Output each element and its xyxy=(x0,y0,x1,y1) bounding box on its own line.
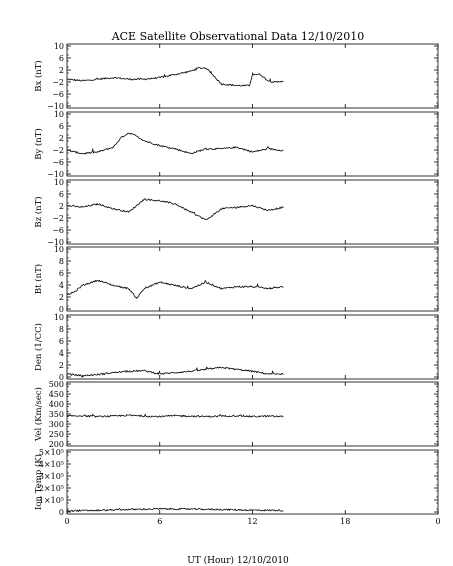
series-line xyxy=(66,366,284,378)
y-tick-label: −2 xyxy=(52,214,64,223)
panel-frame xyxy=(66,449,439,515)
y-tick-label: 450 xyxy=(49,390,64,399)
y-tick-label: 4 xyxy=(59,281,64,290)
series-line xyxy=(66,413,284,418)
series-line xyxy=(66,67,284,87)
y-tick-label: 400 xyxy=(49,400,64,409)
y-tick-label: 10 xyxy=(54,42,64,51)
panel-frame xyxy=(66,381,439,447)
y-tick-label: 2 xyxy=(59,202,64,211)
y-tick-label: 6 xyxy=(59,269,64,278)
y-tick-label: −6 xyxy=(52,158,64,167)
y-tick-label: 4 xyxy=(59,349,64,358)
y-tick-label: −2 xyxy=(52,146,64,155)
panel-frame xyxy=(66,179,439,245)
panel-5: 10 8 6 4 2 0 Den (1/CC) xyxy=(33,313,439,382)
series-line xyxy=(66,132,284,155)
y-axis-label: Bt (nT) xyxy=(33,264,44,294)
panel-frame xyxy=(66,111,439,177)
y-tick-label: 10 xyxy=(54,313,64,322)
y-axis-label: Ion Temp (K) xyxy=(33,454,44,510)
panel-4: 10 8 6 4 2 0 Bt (nT) xyxy=(33,245,439,314)
x-tick-label: 12 xyxy=(247,517,257,526)
y-tick-label: 1×10⁵ xyxy=(39,496,64,505)
y-tick-label: 200 xyxy=(49,440,64,449)
panel-frame xyxy=(66,314,439,380)
x-tick-label: 0 xyxy=(435,517,440,526)
series-line xyxy=(66,198,284,221)
y-tick-label: 0 xyxy=(59,305,64,314)
y-tick-label: 4×10⁵ xyxy=(39,460,64,469)
x-tick-label: 6 xyxy=(157,517,162,526)
y-tick-label: 5×10⁵ xyxy=(39,448,64,457)
y-axis-label: By (nT) xyxy=(33,128,44,160)
y-axis-label: Bz (nT) xyxy=(33,196,44,227)
y-tick-label: 8 xyxy=(59,325,64,334)
y-tick-label: 2 xyxy=(59,66,64,75)
y-axis-label: Vel (Km/sec) xyxy=(33,387,44,442)
panel-frame xyxy=(66,246,439,312)
y-tick-label: 10 xyxy=(54,178,64,187)
y-axis-label: Den (1/CC) xyxy=(33,323,44,371)
y-tick-label: 6 xyxy=(59,190,64,199)
series-line xyxy=(66,279,284,299)
y-tick-label: 10 xyxy=(54,245,64,254)
y-tick-label: −2 xyxy=(52,78,64,87)
panel-2: 10 6 2 −2 −6 −10 By (nT) xyxy=(33,110,439,179)
y-tick-label: 350 xyxy=(49,410,64,419)
y-tick-label: −6 xyxy=(52,90,64,99)
y-axis-label: Bx (nT) xyxy=(33,60,44,92)
y-tick-label: 10 xyxy=(54,110,64,119)
series-line xyxy=(66,507,284,513)
y-tick-label: 0 xyxy=(59,508,64,517)
x-axis-label: UT (Hour) 12/10/2010 xyxy=(187,555,289,566)
y-tick-label: 2 xyxy=(59,134,64,143)
y-tick-label: 2 xyxy=(59,361,64,370)
y-tick-label: −6 xyxy=(52,226,64,235)
y-tick-label: 500 xyxy=(49,380,64,389)
panel-3: 10 6 2 −2 −6 −10 Bz (nT) xyxy=(33,178,439,247)
y-tick-label: −10 xyxy=(47,170,64,179)
y-tick-label: 2 xyxy=(59,293,64,302)
y-tick-label: 250 xyxy=(49,430,64,439)
x-axis: 0 6 12 18 0 xyxy=(64,517,440,526)
y-tick-label: −10 xyxy=(47,238,64,247)
panel-frame xyxy=(66,43,439,109)
y-tick-label: 0 xyxy=(59,373,64,382)
y-tick-label: 6 xyxy=(59,122,64,131)
y-tick-label: 6 xyxy=(59,54,64,63)
x-tick-label: 0 xyxy=(64,517,69,526)
panel-7: 5×10⁵ 4×10⁵ 3×10⁵ 2×10⁵ 1×10⁵ 0 Ion Temp (K) xyxy=(33,448,439,517)
y-tick-label: 6 xyxy=(59,337,64,346)
y-tick-label: −10 xyxy=(47,102,64,111)
y-tick-label: 300 xyxy=(49,420,64,429)
chart-panels: 10 6 2 −2 −6 −10 Bx (nT) 10 6 2 −2 −6 −10 By (nT) 10 6 2… xyxy=(33,42,439,517)
y-tick-label: 2×10⁵ xyxy=(39,484,64,493)
panel-1: 10 6 2 −2 −6 −10 Bx (nT) xyxy=(33,42,439,111)
y-tick-label: 3×10⁵ xyxy=(39,472,64,481)
x-tick-label: 18 xyxy=(340,517,350,526)
chart-title: ACE Satellite Observational Data 12/10/2… xyxy=(111,30,365,43)
y-tick-label: 8 xyxy=(59,257,64,266)
